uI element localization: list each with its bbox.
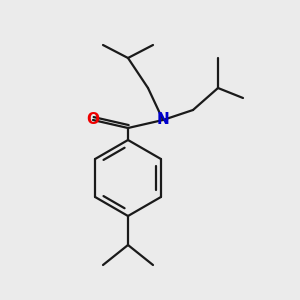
Text: O: O: [86, 112, 100, 128]
Text: N: N: [157, 112, 169, 128]
